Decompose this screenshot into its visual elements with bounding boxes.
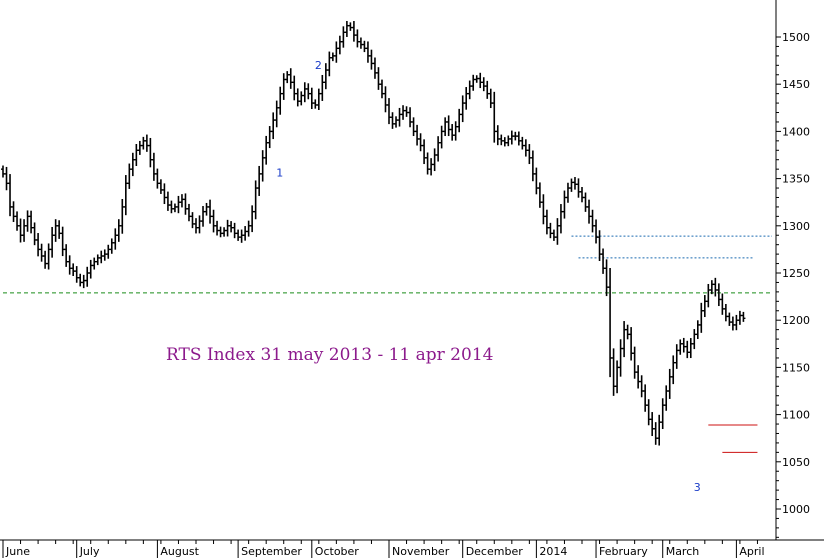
x-tick-label: December xyxy=(466,545,524,558)
ohlc-bars xyxy=(1,20,746,446)
x-tick-label: February xyxy=(599,545,648,558)
y-tick-label: 1450 xyxy=(782,78,810,91)
x-tick-label: March xyxy=(666,545,700,558)
y-tick-label: 1100 xyxy=(782,409,810,422)
wave-label: 1 xyxy=(276,167,283,180)
y-tick-label: 1350 xyxy=(782,173,810,186)
wave-label: 3 xyxy=(694,481,701,494)
axes xyxy=(0,0,824,541)
x-tick-label: July xyxy=(79,545,100,558)
x-tick-label: November xyxy=(392,545,450,558)
y-tick-label: 1400 xyxy=(782,125,810,138)
y-axis-ticks: 1000 1050 1100 1150 1200 1250 1300 1350 1400 1450… xyxy=(776,31,810,538)
y-tick-label: 1050 xyxy=(782,456,810,469)
y-tick-label: 1300 xyxy=(782,220,810,233)
level-lines xyxy=(3,235,772,453)
y-tick-label: 1500 xyxy=(782,31,810,44)
chart-title: RTS Index 31 may 2013 - 11 apr 2014 xyxy=(166,345,493,365)
x-tick-label: September xyxy=(241,545,302,558)
x-tick-label: October xyxy=(315,545,359,558)
y-tick-label: 1250 xyxy=(782,267,810,280)
y-tick-label: 1000 xyxy=(782,503,810,516)
wave-annotations: 1 2 3 xyxy=(276,59,701,494)
x-axis-ticks: June July August September October November De… xyxy=(2,540,765,558)
x-tick-label: 2014 xyxy=(539,545,567,558)
x-tick-label: August xyxy=(160,545,199,558)
x-tick-label: April xyxy=(739,545,764,558)
y-tick-label: 1200 xyxy=(782,314,810,327)
wave-label: 2 xyxy=(315,59,322,72)
y-tick-label: 1150 xyxy=(782,361,810,374)
x-tick-label: June xyxy=(5,545,30,558)
